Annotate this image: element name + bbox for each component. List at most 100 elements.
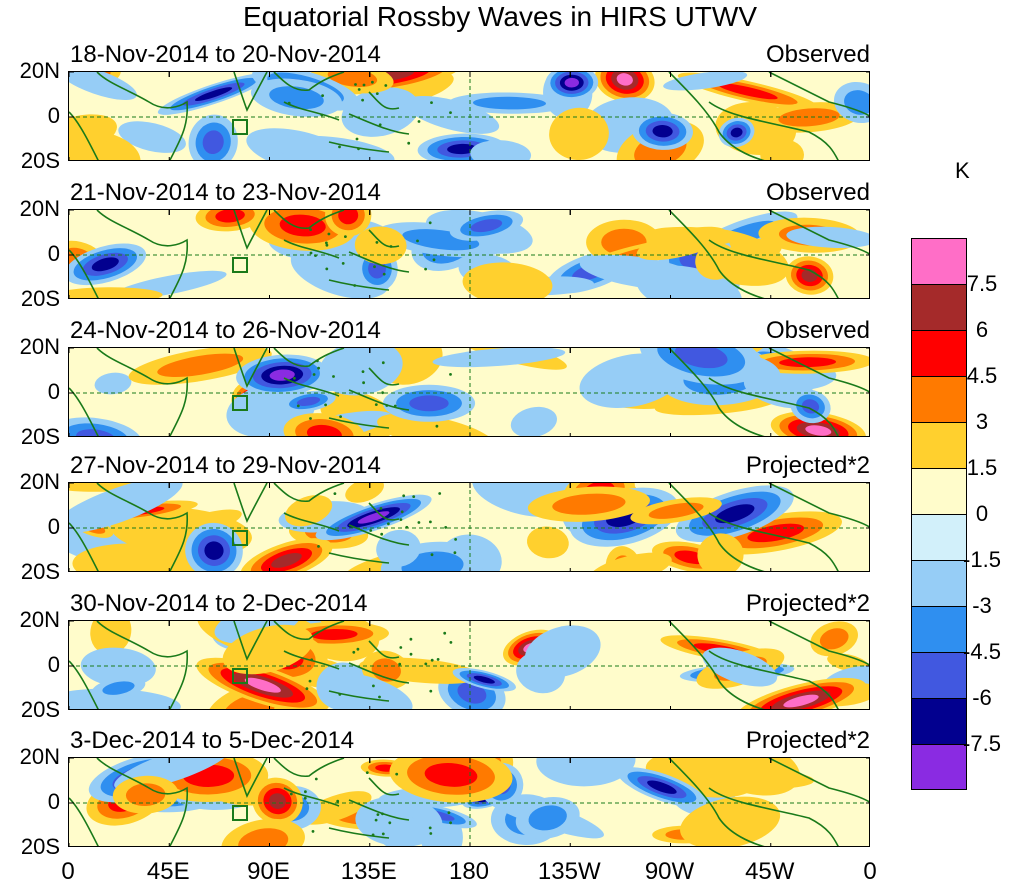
positive-anomaly-contour: [72, 543, 205, 571]
negative-anomaly-contour: [69, 688, 181, 709]
negative-anomaly-contour: [69, 423, 130, 436]
panel-date-label: 3-Dec-2014 to 5-Dec-2014: [70, 727, 355, 754]
lat-tick-label: 20N: [19, 196, 60, 221]
reference-box: [232, 395, 248, 411]
anomaly-map: [68, 757, 870, 847]
negative-anomaly-contour: [276, 135, 395, 160]
lat-tick-label: 20S: [20, 559, 60, 584]
negative-anomaly-contour: [409, 395, 449, 412]
positive-anomaly-contour: [300, 791, 372, 825]
negative-anomaly-contour: [102, 681, 135, 695]
panel-status-label: Observed: [765, 41, 870, 68]
lat-tick-label: 20S: [20, 834, 60, 859]
negative-anomaly-contour: [377, 811, 418, 846]
positive-anomaly-contour: [648, 502, 704, 519]
reference-box: [232, 119, 248, 135]
positive-anomaly-contour: [271, 553, 302, 568]
positive-anomaly-contour: [695, 242, 737, 280]
colorbar-swatch: [911, 284, 967, 330]
colorbar-swatch: [911, 330, 967, 376]
colorbar-tick-label: -4.5: [963, 639, 1001, 664]
negative-anomaly-contour: [473, 675, 495, 684]
panel-date-label: 18-Nov-2014 to 20-Nov-2014: [70, 41, 381, 68]
chart-title: Equatorial Rossby Waves in HIRS UTWV: [243, 1, 757, 32]
positive-anomaly-contour: [327, 72, 378, 87]
colorbar-tick-label: -7.5: [963, 731, 1001, 756]
negative-anomaly-contour: [204, 541, 224, 560]
negative-anomaly-contour: [470, 140, 532, 160]
coastline-outline: [69, 758, 869, 846]
positive-anomaly-contour: [526, 526, 569, 559]
negative-anomaly-contour: [69, 483, 183, 534]
colorbar-swatch: [911, 698, 967, 744]
lat-tick-label: 20N: [19, 607, 60, 632]
colorbar-swatch: [911, 560, 967, 606]
colorbar-swatch: [911, 238, 967, 284]
negative-anomaly-contour: [91, 257, 119, 272]
colorbar-tick-label: -3: [972, 593, 992, 618]
positive-anomaly-contour: [279, 214, 326, 237]
colorbar-swatch: [911, 652, 967, 698]
lat-tick-label: 0: [47, 514, 60, 539]
positive-anomaly-contour: [549, 107, 609, 160]
negative-anomaly-contour: [473, 96, 546, 110]
negative-anomaly-contour: [447, 143, 477, 155]
negative-anomaly-contour: [321, 672, 413, 709]
negative-anomaly-contour: [730, 127, 743, 138]
lon-tick-label: 0: [61, 858, 75, 885]
positive-anomaly-contour: [310, 628, 358, 641]
negative-anomaly-contour: [715, 504, 755, 524]
lon-tick-label: 180: [448, 858, 490, 885]
negative-anomaly-contour: [674, 348, 728, 369]
lat-tick-label: 20N: [19, 469, 60, 494]
coastline-outline: [69, 210, 869, 298]
negative-anomaly-contour: [564, 77, 579, 88]
positive-anomaly-contour: [680, 796, 781, 846]
negative-anomaly-contour: [516, 651, 566, 694]
positive-anomaly-contour: [588, 552, 672, 571]
lon-tick-label: 90E: [247, 858, 290, 885]
colorbar-tick-label: 1.5: [966, 455, 998, 480]
lon-tick-label: 0: [863, 858, 877, 885]
positive-anomaly-contour: [644, 226, 737, 246]
lat-tick-label: 0: [47, 241, 60, 266]
map-svg: [69, 210, 869, 298]
positive-anomaly-contour: [69, 114, 117, 155]
positive-anomaly-contour: [151, 509, 242, 544]
negative-anomaly-contour: [194, 87, 233, 102]
positive-anomaly-contour: [69, 287, 163, 298]
lat-tick-label: 0: [47, 789, 60, 814]
negative-anomaly-contour: [510, 406, 557, 436]
lon-tick-label: 135E: [340, 858, 397, 885]
positive-anomaly-contour: [717, 83, 778, 100]
lat-tick-label: 20N: [19, 334, 60, 359]
positive-anomaly-contour: [244, 677, 281, 693]
lat-tick-label: 0: [47, 103, 60, 128]
negative-anomaly-contour: [663, 72, 748, 91]
positive-anomaly-contour: [222, 624, 314, 675]
negative-anomaly-contour: [652, 124, 673, 138]
positive-anomaly-contour: [778, 108, 840, 127]
negative-anomaly-contour: [432, 348, 566, 368]
colorbar-swatch: [911, 422, 967, 468]
colorbar-swatch: [911, 468, 967, 514]
colorbar-tick-label: 3: [975, 409, 989, 434]
map-svg: [69, 72, 869, 160]
lat-tick-label: 0: [47, 379, 60, 404]
lat-tick-label: 20S: [20, 424, 60, 449]
negative-anomaly-contour: [404, 95, 500, 134]
negative-anomaly-contour: [269, 86, 324, 110]
lon-tick-label: 45E: [146, 858, 190, 885]
anomaly-map: [68, 71, 870, 161]
coastline-outline: [69, 348, 869, 436]
colorbar-swatch: [911, 606, 967, 652]
lat-tick-label: 20S: [20, 697, 60, 722]
panel-status-label: Projected*2: [745, 590, 870, 617]
positive-anomaly-contour: [552, 493, 626, 515]
negative-anomaly-contour: [528, 805, 567, 831]
reference-box: [232, 257, 248, 273]
lat-tick-label: 20N: [19, 58, 60, 83]
negative-anomaly-contour: [579, 254, 702, 290]
coastline-outline: [69, 483, 869, 571]
panel-date-label: 27-Nov-2014 to 29-Nov-2014: [70, 452, 381, 479]
